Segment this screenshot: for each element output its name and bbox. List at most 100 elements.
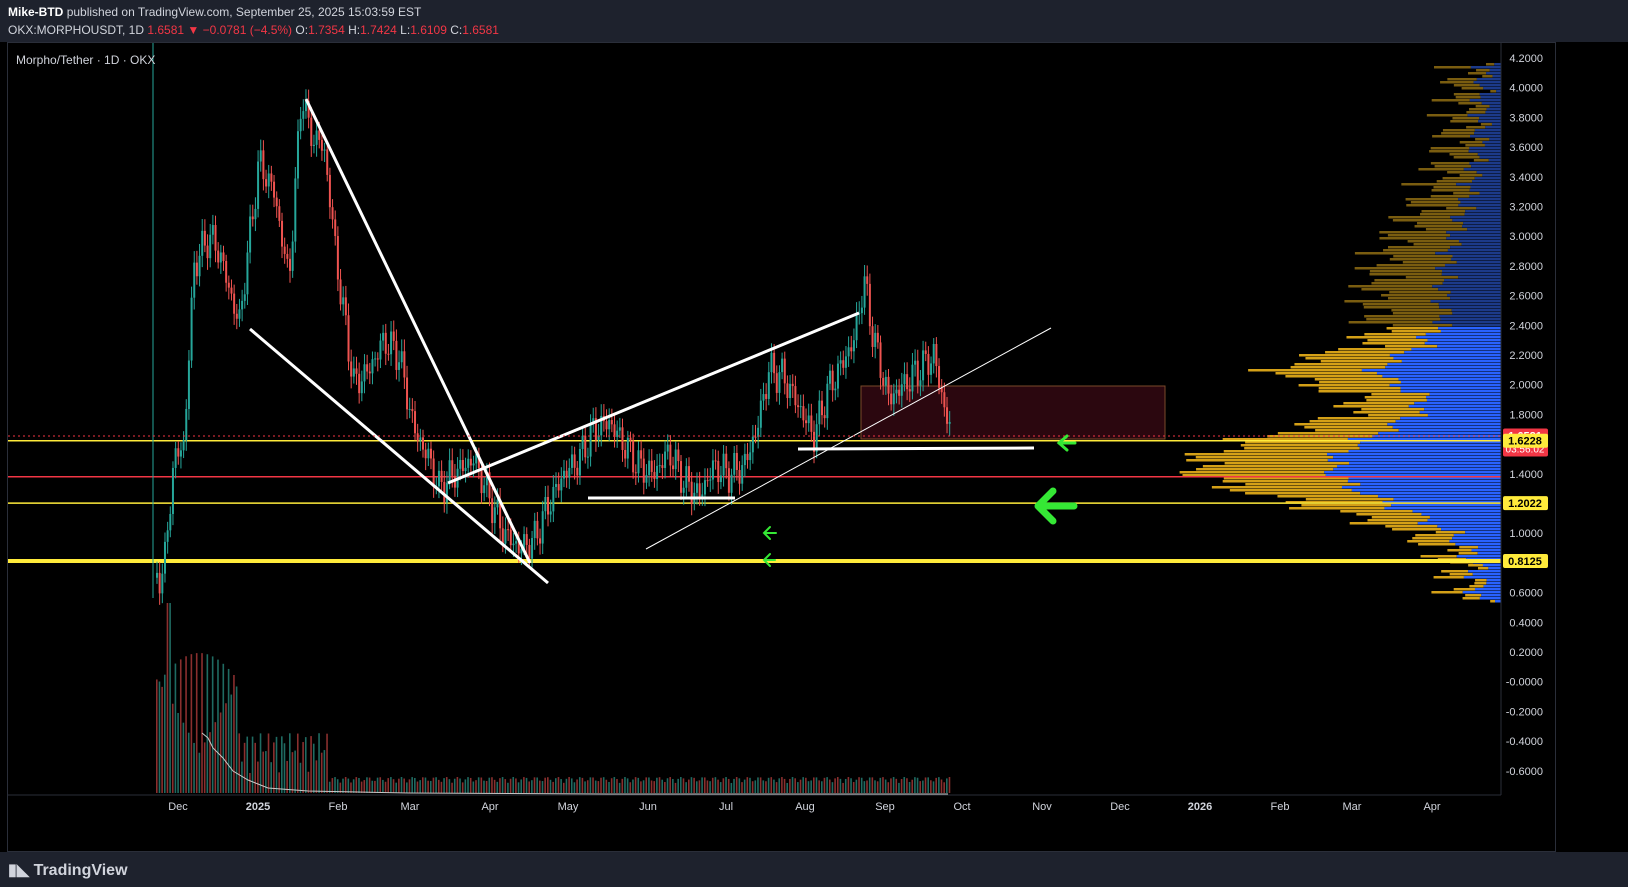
profile-bar: [1491, 123, 1501, 126]
profile-bar: [1393, 255, 1453, 258]
profile-bar: [1458, 240, 1501, 243]
profile-bar: [1364, 396, 1427, 399]
candle-body: [235, 313, 238, 319]
price-badge: [1503, 433, 1548, 448]
candle-body: [903, 374, 906, 385]
wedge-upper-trendline[interactable]: [304, 98, 532, 564]
volume-bar: [786, 782, 789, 793]
volume-bar: [233, 674, 235, 793]
volume-bar: [821, 781, 823, 793]
candle-body: [270, 173, 273, 182]
neckline-support[interactable]: [797, 446, 1035, 451]
volume-bar: [613, 777, 616, 793]
profile-bar: [1459, 141, 1483, 144]
profile-bar: [1400, 417, 1501, 420]
candle-body: [249, 216, 252, 253]
candle-body: [911, 364, 914, 392]
profile-bar: [1360, 483, 1501, 486]
volume-bar: [701, 777, 703, 793]
price-tick-label: 2.6000: [1509, 291, 1543, 303]
profile-bar: [1450, 216, 1501, 219]
rising-wedge-top-line[interactable]: [447, 311, 860, 485]
candle-body: [826, 383, 829, 419]
candle-body: [592, 418, 595, 424]
volume-bar: [882, 777, 884, 793]
candle-body: [515, 541, 518, 544]
candle-body: [382, 332, 385, 341]
price-axis[interactable]: 4.2000 4.0000 3.8000 3.6000 3.4000 3.2000 3.00…: [1500, 43, 1556, 795]
tradingview-logo[interactable]: ▮◣ TradingView: [8, 860, 128, 880]
volume-bar: [629, 782, 632, 793]
profile-bar: [1378, 432, 1501, 435]
profile-bar: [1393, 498, 1501, 501]
volume-bar: [166, 603, 169, 793]
volume-bar: [807, 781, 810, 793]
profile-bar: [1469, 195, 1501, 198]
profile-bar: [1447, 294, 1501, 297]
profile-bar: [1440, 330, 1501, 333]
time-axis[interactable]: Dec 2025 Feb Mar Apr May Jun Jul Aug Sep Oct Nov Dec…: [168, 801, 1441, 813]
profile-bar: [1415, 534, 1454, 537]
volume-bar: [876, 781, 879, 793]
candle-body: [656, 465, 659, 480]
profile-bar: [1421, 513, 1501, 516]
candle-body: [807, 415, 810, 424]
volume-bar: [900, 779, 903, 793]
candle-body: [262, 150, 265, 180]
candle-body: [318, 130, 321, 140]
candle-body: [608, 420, 611, 430]
candle-body: [158, 572, 161, 594]
profile-bar: [1476, 69, 1490, 72]
volume-bar: [504, 779, 507, 793]
profile-bar: [1245, 441, 1361, 444]
candle-body: [230, 287, 233, 294]
price-tick-label: 3.6000: [1509, 142, 1543, 154]
volume-bar: [376, 777, 379, 793]
profile-bar: [1398, 378, 1501, 381]
candle-body: [485, 472, 488, 486]
volume-bar: [839, 778, 842, 793]
profile-bar: [1344, 300, 1431, 303]
wedge-lower-trendline[interactable]: [249, 327, 549, 585]
profile-bar: [1299, 354, 1390, 357]
profile-bar: [1476, 78, 1501, 81]
profile-bar: [1371, 393, 1430, 396]
profile-bar: [1453, 84, 1480, 87]
profile-bar: [1472, 573, 1501, 576]
candle-body: [437, 470, 440, 487]
candle-body: [821, 400, 823, 416]
profile-bar: [1222, 438, 1348, 441]
profile-bar: [1392, 324, 1453, 327]
profile-bar: [1398, 429, 1501, 432]
rising-support-line[interactable]: [645, 327, 1052, 550]
candle-body: [225, 260, 228, 283]
volume-bar: [379, 777, 382, 793]
candle-body: [922, 350, 925, 381]
volume-bar: [581, 777, 584, 793]
author-name[interactable]: Mike-BTD: [8, 5, 64, 19]
chart-canvas[interactable]: 4.2000 4.0000 3.8000 3.6000 3.4000 3.2000 3.00…: [8, 43, 1556, 852]
profile-bar: [1229, 489, 1352, 492]
candle-body: [642, 458, 645, 483]
candle-body: [187, 360, 190, 409]
profile-bar: [1376, 264, 1446, 267]
profile-bar: [1465, 594, 1482, 597]
candle-body: [190, 297, 193, 361]
candle-body: [257, 161, 260, 209]
resistance-zone[interactable]: [860, 385, 1166, 440]
profile-bar: [1465, 531, 1501, 534]
candle-body: [379, 340, 382, 360]
volume-bar: [211, 656, 214, 793]
volume-bar: [594, 780, 597, 793]
volume-bar: [709, 781, 711, 793]
chart-pane[interactable]: 4.2000 4.0000 3.8000 3.6000 3.4000 3.2000 3.00…: [7, 42, 1556, 852]
volume-histogram: [156, 603, 951, 793]
candle-body: [616, 430, 619, 437]
volume-bar: [395, 782, 397, 793]
candle-body: [876, 332, 879, 343]
profile-bar: [1481, 594, 1501, 597]
volume-bar: [866, 780, 868, 793]
volume-bar: [778, 778, 781, 793]
profile-bar: [1389, 384, 1501, 387]
profile-bar: [1354, 267, 1436, 270]
